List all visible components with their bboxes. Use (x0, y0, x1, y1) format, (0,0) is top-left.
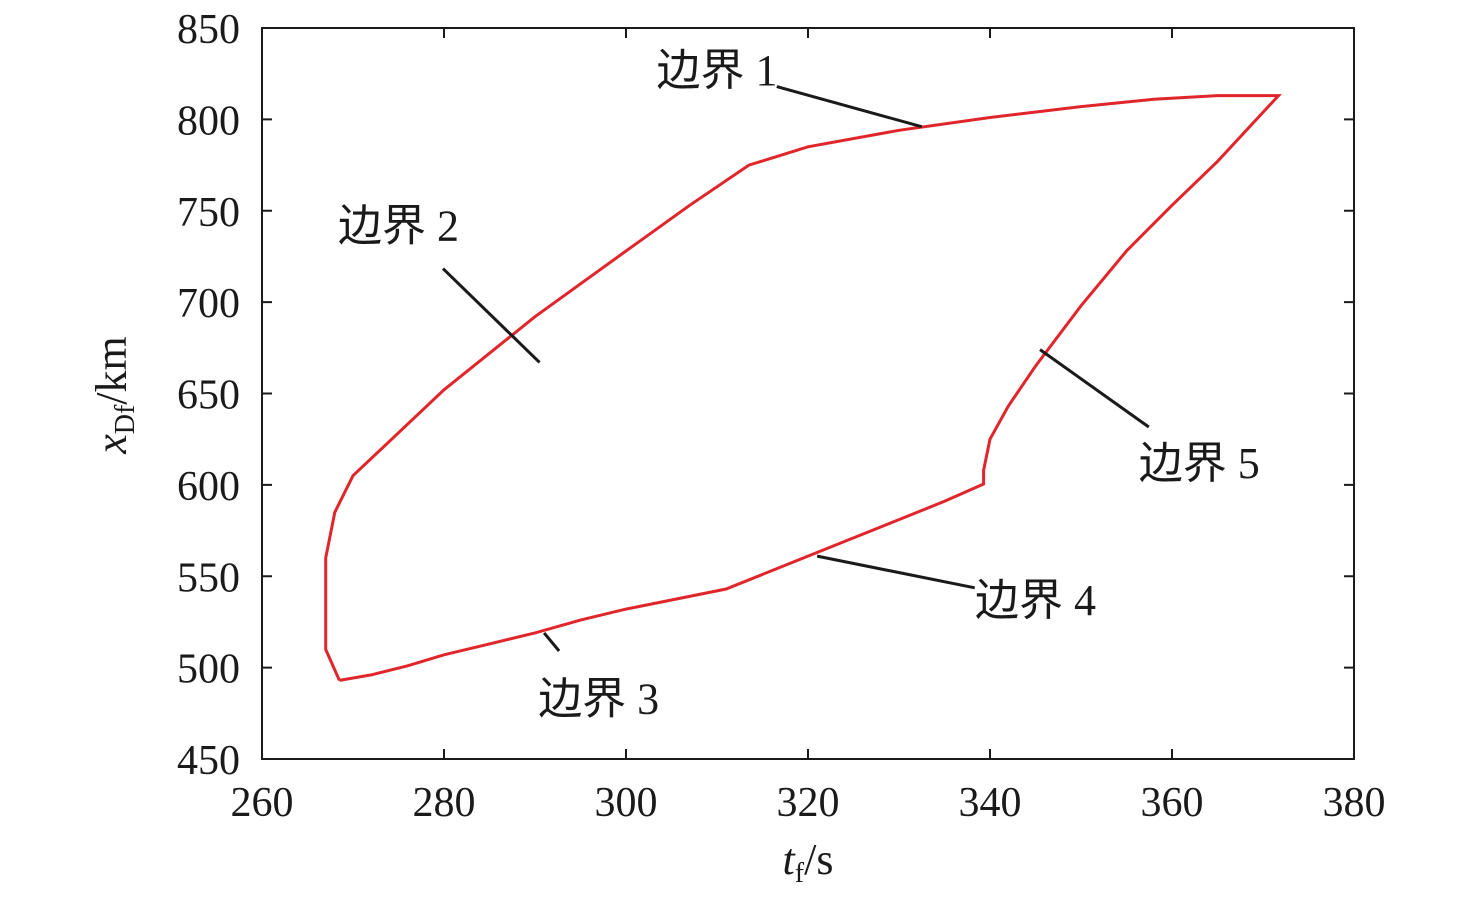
x-tick-label: 280 (413, 780, 476, 826)
y-tick-label: 800 (177, 98, 240, 144)
annotation-label: 边界 5 (1139, 439, 1260, 488)
x-tick-label: 360 (1141, 780, 1204, 826)
x-tick-label: 320 (777, 780, 840, 826)
annotation-leader (776, 85, 923, 129)
tick-labels: 260 280 300 320 340 360 380 450 500 550 600 650 700 7… (177, 7, 1386, 826)
y-tick-label: 700 (177, 281, 240, 327)
y-tick-label: 750 (177, 190, 240, 236)
y-tick-label: 650 (177, 373, 240, 419)
annotation-label: 边界 4 (975, 576, 1096, 625)
y-tick-label: 500 (177, 647, 240, 693)
x-tick-label: 380 (1323, 780, 1386, 826)
annotation-leader (542, 631, 561, 652)
y-tick-label: 550 (177, 555, 240, 601)
annotations: 边界 1 边界 2 边界 3 边界 4 边界 5 (338, 46, 1260, 724)
annotation-label: 边界 1 (657, 46, 778, 95)
annotation-label: 边界 3 (538, 675, 659, 724)
x-axis-label: tf/s (783, 835, 834, 889)
annotation-leader (441, 267, 541, 364)
annotation-leader (1039, 348, 1150, 429)
annotation-label: 边界 2 (338, 201, 459, 250)
x-tick-label: 340 (959, 780, 1022, 826)
y-axis-label: xDf/km (87, 336, 141, 455)
boundary-line (324, 94, 1282, 682)
x-tick-label: 260 (231, 780, 294, 826)
annotation-leader (816, 554, 976, 590)
y-tick-label: 450 (177, 738, 240, 784)
ticks (261, 27, 1355, 760)
y-tick-label: 850 (177, 7, 240, 53)
x-tick-label: 300 (595, 780, 658, 826)
y-tick-label: 600 (177, 464, 240, 510)
plot-frame (261, 27, 1355, 760)
